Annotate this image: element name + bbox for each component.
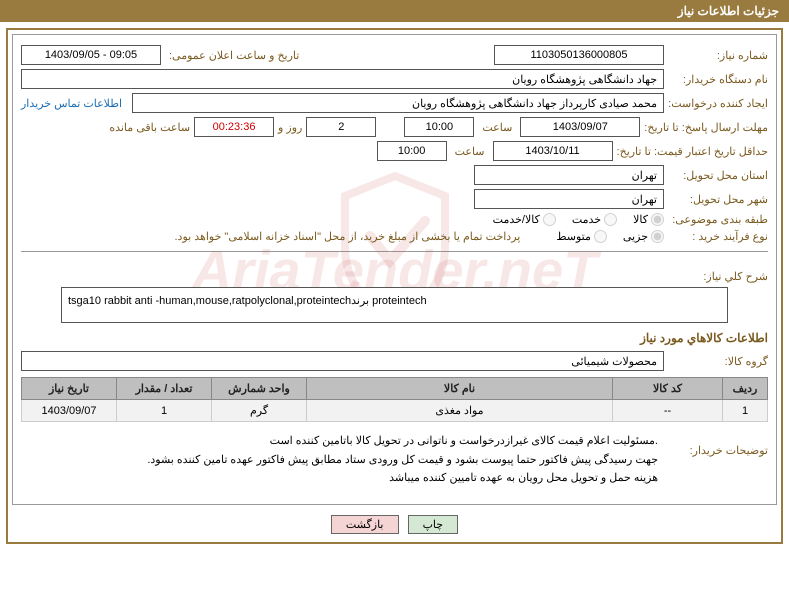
radio-khadamat [604, 213, 617, 226]
buyer-notes-value: .مسئولیت اعلام قیمت کالای غیرازدرخواست و… [21, 428, 664, 492]
min-valid-time-value: 10:00 [377, 141, 447, 161]
row-requester: ایجاد کننده درخواست: محمد صیادی کارپرداز… [21, 93, 768, 113]
general-desc-value: tsga10 rabbit anti -human,mouse,ratpolyc… [61, 287, 728, 323]
th-date: تاریخ نیاز [22, 378, 117, 400]
announce-label: تاریخ و ساعت اعلان عمومی: [165, 49, 303, 62]
buyer-notes-label: توضیحات خریدار: [668, 428, 768, 457]
th-name: نام کالا [307, 378, 613, 400]
row-group: گروه کالا: محصولات شیمیائی [21, 351, 768, 371]
requester-label: ایجاد کننده درخواست: [668, 97, 768, 110]
page-title: جزئیات اطلاعات نیاز [678, 4, 779, 18]
content-inner: AriaTender.neT شماره نیاز: 1103050136000… [12, 34, 777, 505]
category-label: طبقه بندی موضوعی: [668, 213, 768, 226]
th-row: ردیف [723, 378, 768, 400]
print-button[interactable]: چاپ [408, 515, 459, 534]
cell-row: 1 [723, 400, 768, 422]
row-city: شهر محل تحویل: تهران [21, 189, 768, 209]
button-row: چاپ بازگشت [12, 515, 777, 534]
cell-qty: 1 [117, 400, 212, 422]
radio-motavaset-label: متوسط [556, 230, 607, 243]
items-table: ردیف کد کالا نام کالا واحد شمارش تعداد /… [21, 377, 768, 422]
requester-value: محمد صیادی کارپرداز جهاد دانشگاهی پژوهشگ… [132, 93, 664, 113]
group-label: گروه کالا: [668, 355, 768, 368]
radio-jozi [651, 230, 664, 243]
province-value: تهران [474, 165, 664, 185]
row-deadline: مهلت ارسال پاسخ: تا تاریخ: 1403/09/07 سا… [21, 117, 768, 137]
table-header-row: ردیف کد کالا نام کالا واحد شمارش تعداد /… [22, 378, 768, 400]
cell-name: مواد مغذی [307, 400, 613, 422]
cell-code: -- [613, 400, 723, 422]
content-frame: AriaTender.neT شماره نیاز: 1103050136000… [6, 28, 783, 544]
buyer-notes-line3: هزینه حمل و تحویل محل رویان به عهده تامی… [27, 469, 658, 488]
radio-kala-khadamat-label: کالا/خدمت [493, 213, 556, 226]
buyer-notes-line1: .مسئولیت اعلام قیمت کالای غیرازدرخواست و… [27, 432, 658, 451]
province-label: استان محل تحویل: [668, 169, 768, 182]
general-desc-label: شرح کلي نیاز: [668, 260, 768, 283]
min-valid-date-value: 1403/10/11 [493, 141, 613, 161]
radio-kala-label: کالا [633, 213, 664, 226]
radio-motavaset [594, 230, 607, 243]
items-section-title: اطلاعات کالاهاي مورد نیاز [21, 331, 768, 345]
page-header: جزئیات اطلاعات نیاز [0, 0, 789, 22]
row-general-desc: شرح کلي نیاز: [21, 260, 768, 283]
row-purchase-process: نوع فرآیند خرید : جزیی متوسط پرداخت تمام… [21, 230, 768, 243]
buyer-notes-line2: جهت رسیدگی پیش فاکتور حتما پیوست بشود و … [27, 451, 658, 470]
days-count-value: 2 [306, 117, 376, 137]
purchase-note: پرداخت تمام یا بخشی از مبلغ خرید، از محل… [175, 230, 521, 243]
group-value: محصولات شیمیائی [21, 351, 664, 371]
need-number-label: شماره نیاز: [668, 49, 768, 62]
th-code: کد کالا [613, 378, 723, 400]
radio-khadamat-label: خدمت [572, 213, 617, 226]
purchase-process-label: نوع فرآیند خرید : [668, 230, 768, 243]
table-row: 1 -- مواد مغذی گرم 1 1403/09/07 [22, 400, 768, 422]
deadline-date-value: 1403/09/07 [520, 117, 640, 137]
row-category: طبقه بندی موضوعی: کالا خدمت کالا/خدمت [21, 213, 768, 226]
time-label-1: ساعت [478, 121, 516, 134]
cell-date: 1403/09/07 [22, 400, 117, 422]
row-need-number: شماره نیاز: 1103050136000805 تاریخ و ساع… [21, 45, 768, 65]
back-button[interactable]: بازگشت [331, 515, 399, 534]
th-qty: تعداد / مقدار [117, 378, 212, 400]
city-label: شهر محل تحویل: [668, 193, 768, 206]
buyer-org-label: نام دستگاه خریدار: [668, 73, 768, 86]
deadline-time-value: 10:00 [404, 117, 474, 137]
contact-buyer-link[interactable]: اطلاعات تماس خریدار [21, 97, 128, 110]
announce-value: 1403/09/05 - 09:05 [21, 45, 161, 65]
buyer-org-value: جهاد دانشگاهی پژوهشگاه رویان [21, 69, 664, 89]
radio-kala-khadamat [543, 213, 556, 226]
row-buyer-org: نام دستگاه خریدار: جهاد دانشگاهی پژوهشگا… [21, 69, 768, 89]
remain-label: ساعت باقی مانده [109, 121, 190, 134]
cell-unit: گرم [212, 400, 307, 422]
separator-1 [21, 251, 768, 252]
th-unit: واحد شمارش [212, 378, 307, 400]
row-province: استان محل تحویل: تهران [21, 165, 768, 185]
countdown-value: 00:23:36 [194, 117, 274, 137]
radio-jozi-label: جزیی [623, 230, 664, 243]
row-buyer-notes: توضیحات خریدار: .مسئولیت اعلام قیمت کالا… [21, 428, 768, 492]
deadline-label: مهلت ارسال پاسخ: تا تاریخ: [644, 121, 768, 134]
city-value: تهران [474, 189, 664, 209]
time-label-2: ساعت [451, 145, 489, 158]
radio-kala [651, 213, 664, 226]
need-number-value: 1103050136000805 [494, 45, 664, 65]
days-and-label: روز و [278, 121, 302, 134]
row-min-valid: حداقل تاریخ اعتبار قیمت: تا تاریخ: 1403/… [21, 141, 768, 161]
min-valid-label: حداقل تاریخ اعتبار قیمت: تا تاریخ: [617, 145, 768, 158]
